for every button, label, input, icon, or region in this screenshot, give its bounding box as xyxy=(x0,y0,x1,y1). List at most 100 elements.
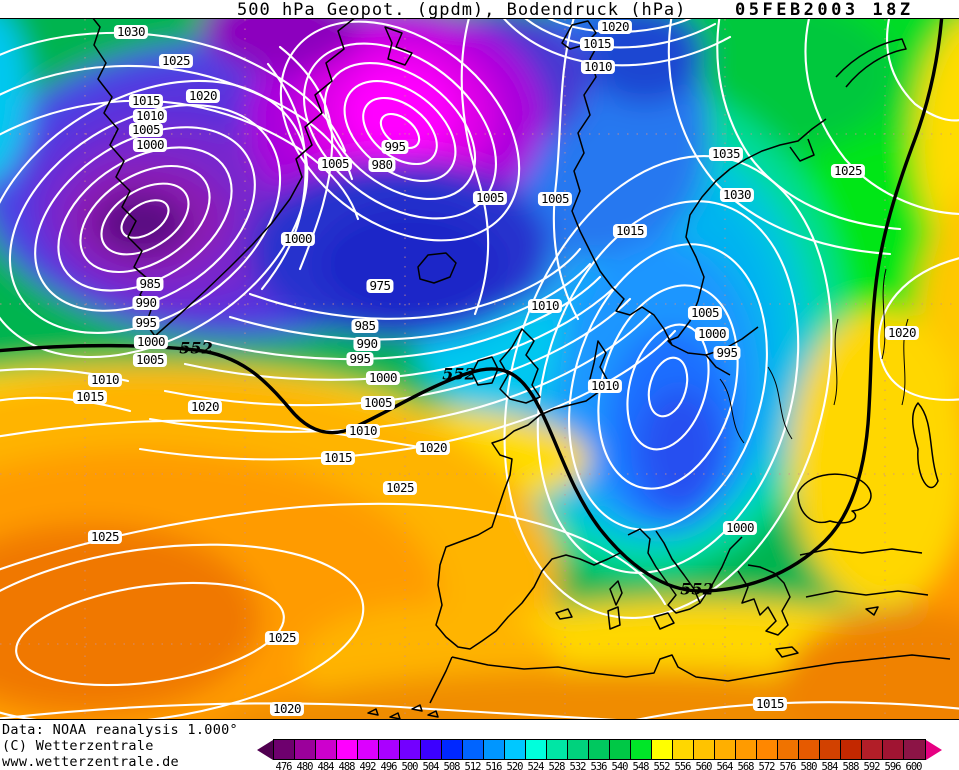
pressure-label: 1005 xyxy=(128,123,164,137)
pressure-label: 1020 xyxy=(269,702,305,716)
pressure-label: 1030 xyxy=(113,25,149,39)
colorbar-segment xyxy=(547,740,568,759)
chart-title: 500 hPa Geopot. (gpdm), Bodendruck (hPa) xyxy=(237,0,687,20)
colorbar-segment xyxy=(463,740,484,759)
colorbar-segment xyxy=(400,740,421,759)
colorbar-segment xyxy=(736,740,757,759)
pressure-label: 1005 xyxy=(537,192,573,206)
chart-header: 500 hPa Geopot. (gpdm), Bodendruck (hPa)… xyxy=(0,0,959,20)
pressure-label: 1010 xyxy=(587,379,623,393)
pressure-label: 985 xyxy=(136,277,164,291)
colorbar-scale-value: 480 xyxy=(296,761,314,770)
pressure-label: 1035 xyxy=(708,147,744,161)
colorbar-segment xyxy=(358,740,379,759)
colorbar-segment xyxy=(274,740,295,759)
colorbar-segment xyxy=(316,740,337,759)
colorbar-segment xyxy=(694,740,715,759)
pressure-label: 1000 xyxy=(694,327,730,341)
pressure-label: 995 xyxy=(346,352,374,366)
pressure-label: 1010 xyxy=(132,109,168,123)
colorbar-scale-value: 496 xyxy=(380,761,398,770)
thick-552-label: 552 xyxy=(680,579,714,599)
pressure-label: 1030 xyxy=(719,188,755,202)
pressure-label: 995 xyxy=(713,346,741,360)
colorbar-segment xyxy=(862,740,883,759)
pressure-label: 1000 xyxy=(133,335,169,349)
colorbar-scale-value: 492 xyxy=(359,761,377,770)
colorbar-scale-value: 516 xyxy=(485,761,503,770)
colorbar-segment xyxy=(757,740,778,759)
colorbar-right-arrow xyxy=(926,739,942,760)
pressure-label: 1015 xyxy=(612,224,648,238)
pressure-label: 1010 xyxy=(345,424,381,438)
colorbar-scale-value: 524 xyxy=(527,761,545,770)
pressure-label: 1025 xyxy=(382,481,418,495)
footer-data-source: Data: NOAA reanalysis 1.000° xyxy=(2,722,238,738)
colorbar-segment xyxy=(778,740,799,759)
pressure-label: 980 xyxy=(368,158,396,172)
colorbar-segment xyxy=(715,740,736,759)
pressure-label: 975 xyxy=(366,279,394,293)
pressure-label: 990 xyxy=(353,337,381,351)
colorbar-segment xyxy=(295,740,316,759)
colorbar-segment xyxy=(841,740,862,759)
colorbar-scale-value: 556 xyxy=(674,761,692,770)
colorbar-scale-value: 548 xyxy=(632,761,650,770)
pressure-label: 1015 xyxy=(72,390,108,404)
pressure-label: 1015 xyxy=(320,451,356,465)
pressure-label: 1005 xyxy=(360,396,396,410)
colorbar-scale-value: 568 xyxy=(737,761,755,770)
colorbar-segment xyxy=(631,740,652,759)
pressure-label: 1025 xyxy=(830,164,866,178)
colorbar-scale-value: 536 xyxy=(590,761,608,770)
thick-552-label: 552 xyxy=(442,364,476,384)
pressure-label: 1020 xyxy=(415,441,451,455)
colorbar-scale-value: 520 xyxy=(506,761,524,770)
latlon-grid xyxy=(0,19,959,719)
pressure-label: 1020 xyxy=(187,400,223,414)
colorbar-segment xyxy=(652,740,673,759)
colorbar-scale-value: 488 xyxy=(338,761,356,770)
colorbar-scale-value: 584 xyxy=(821,761,839,770)
colorbar-segment xyxy=(883,740,904,759)
colorbar-scale-value: 600 xyxy=(905,761,923,770)
geopotential-color-field xyxy=(0,19,959,719)
colorbar-scale-value: 504 xyxy=(422,761,440,770)
pressure-label: 1020 xyxy=(185,89,221,103)
colorbar-segment xyxy=(799,740,820,759)
pressure-label: 1010 xyxy=(527,299,563,313)
pressure-label: 1000 xyxy=(722,521,758,535)
pressure-label: 990 xyxy=(132,296,160,310)
colorbar-scale-value: 564 xyxy=(716,761,734,770)
pressure-label: 1025 xyxy=(158,54,194,68)
colorbar-segment xyxy=(904,740,925,759)
colorbar-segment xyxy=(337,740,358,759)
pressure-label: 1015 xyxy=(128,94,164,108)
colorbar-scale-value: 484 xyxy=(317,761,335,770)
footer-website: www.wetterzentrale.de xyxy=(2,754,179,770)
colorbar-segment xyxy=(421,740,442,759)
colorbar-scale-value: 528 xyxy=(548,761,566,770)
thick-552-contour xyxy=(0,19,944,593)
colorbar-scale-value: 576 xyxy=(779,761,797,770)
pressure-label: 1010 xyxy=(580,60,616,74)
pressure-label: 1025 xyxy=(264,631,300,645)
pressure-label: 1025 xyxy=(87,530,123,544)
colorbar-scale-value: 508 xyxy=(443,761,461,770)
pressure-label: 995 xyxy=(132,316,160,330)
colorbar-scale-value: 552 xyxy=(653,761,671,770)
colorbar-segment xyxy=(820,740,841,759)
pressure-label: 1005 xyxy=(132,353,168,367)
colorbar-segment xyxy=(505,740,526,759)
pressure-label: 1015 xyxy=(579,37,615,51)
colorbar-scale-value: 560 xyxy=(695,761,713,770)
colorbar-segment xyxy=(442,740,463,759)
colorbar-left-arrow xyxy=(257,739,273,760)
pressure-label: 1005 xyxy=(472,191,508,205)
pressure-label: 1020 xyxy=(597,20,633,34)
geopotential-map-graphic xyxy=(0,19,959,719)
colorbar-segment xyxy=(589,740,610,759)
colorbar-scale-value: 592 xyxy=(863,761,881,770)
colorbar-segment xyxy=(568,740,589,759)
